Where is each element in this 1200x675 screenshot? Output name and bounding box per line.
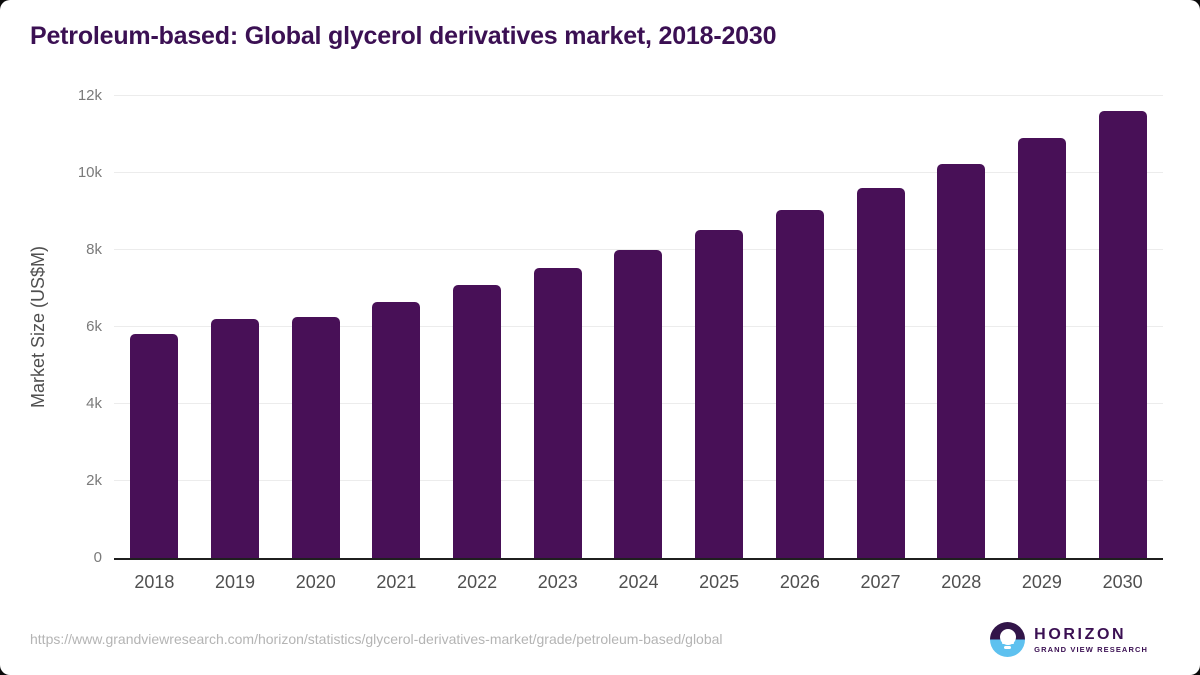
x-tick-label-2022: 2022 [457,572,498,592]
bar-2022 [453,285,502,558]
x-tick-label-2024: 2024 [618,572,659,592]
bar-2026 [775,209,824,558]
x-tick-label-2025: 2025 [699,572,740,592]
bar-2021 [372,302,421,558]
x-tick-label-2020: 2020 [295,572,336,592]
bar-chart: Market Size (US$M) 0 2k 4k 6k 8k 10k 12k 2018 2… [0,87,1163,592]
bar-column-2030 [1082,96,1163,558]
bar-column-2022 [437,96,518,558]
y-tick-label-8k: 8k [86,241,102,258]
bar-column-2020 [275,96,356,558]
y-tick-label-10k: 10k [77,164,102,181]
y-tick-label-2k: 2k [86,472,102,489]
x-tick-label-2028: 2028 [941,572,982,592]
logo-text: HORIZON GRAND VIEW RESEARCH [1034,626,1148,654]
bar-2023 [533,268,582,558]
gridline-12k [114,95,1163,96]
logo-reflection-dash [1004,646,1012,649]
x-axis-labels: 2018 2019 2020 2021 2022 2023 2024 2025 2026 2027… [114,572,1163,593]
bar-2030 [1098,110,1147,558]
y-tick-label-12k: 12k [77,87,102,104]
x-tick-label-2026: 2026 [779,572,820,592]
bar-2018 [130,333,179,558]
gridline-10k [114,172,1163,173]
bar-2028 [937,164,986,558]
x-tick-label-2023: 2023 [537,572,578,592]
bar-2024 [614,250,663,558]
bar-2029 [1017,138,1066,558]
x-tick-label-2018: 2018 [134,572,175,592]
x-tick-label-2029: 2029 [1021,572,1062,592]
bar-2020 [291,317,340,558]
bar-2027 [856,187,905,558]
bar-column-2027 [840,96,921,558]
logo-name: HORIZON [1034,625,1127,643]
bar-2019 [211,319,260,558]
x-tick-label-2027: 2027 [860,572,901,592]
gridline-8k [114,249,1163,251]
bar-column-2023 [517,96,598,558]
x-tick-label-2019: 2019 [215,572,256,592]
horizon-logo: HORIZON GRAND VIEW RESEARCH [990,622,1148,657]
source-url: https://www.grandviewresearch.com/horizo… [30,631,723,647]
bar-column-2018 [114,96,195,558]
logo-subtitle: GRAND VIEW RESEARCH [1034,644,1148,654]
bar-column-2028 [921,96,1002,558]
chart-title: Petroleum-based: Global glycerol derivat… [30,22,777,50]
y-tick-label-0: 0 [93,549,102,566]
horizon-logo-icon [990,622,1026,657]
bars [114,96,1163,558]
bar-column-2029 [1002,96,1083,558]
bar-2025 [695,229,744,558]
bar-column-2025 [679,96,760,558]
y-tick-label-4k: 4k [86,395,102,412]
x-tick-label-2021: 2021 [376,572,417,592]
bar-column-2024 [598,96,679,558]
bar-column-2026 [760,96,841,558]
bar-column-2021 [356,96,437,558]
x-tick-label-2030: 2030 [1102,572,1143,592]
y-tick-label-6k: 6k [86,318,102,335]
bar-column-2019 [195,96,276,558]
logo-reflection-dash [1001,641,1014,644]
plot-area [114,95,1163,560]
